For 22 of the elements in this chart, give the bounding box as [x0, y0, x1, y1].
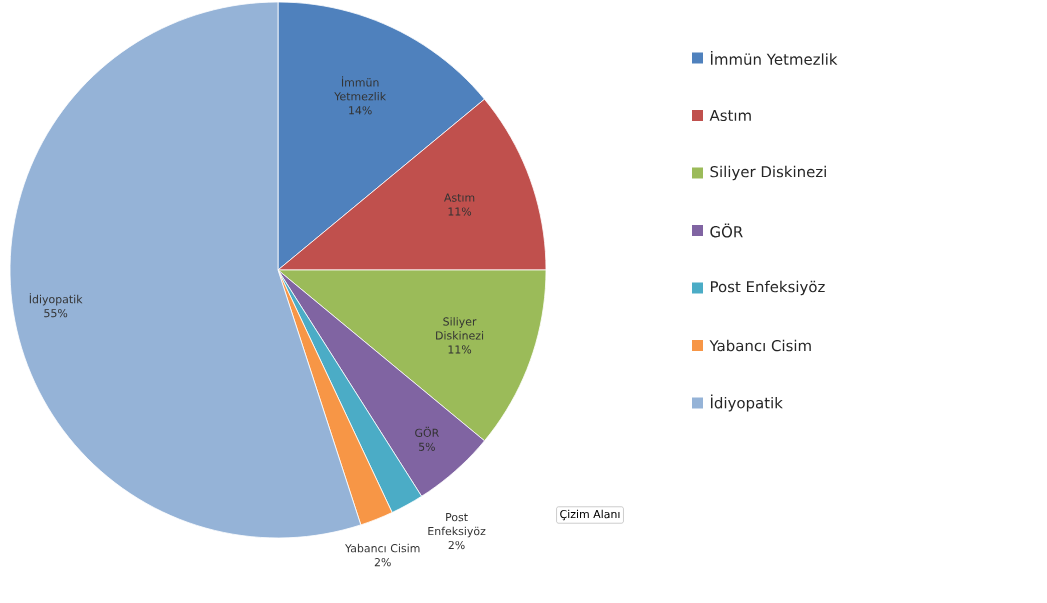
data-label: 11%: [448, 345, 472, 354]
legend-label: Siliyer Diskinezi: [710, 165, 826, 181]
legend-label: İmmün Yetmezlik: [710, 51, 838, 65]
slice-label: Astım: [444, 193, 475, 202]
slice-label: Siliyer Diskinezi: [436, 317, 484, 340]
data-label: 5%: [419, 442, 435, 451]
slice-label: Post Enfeksiyöz: [428, 513, 486, 538]
slice-label: GÖR: [415, 426, 439, 437]
data-label: 55%: [44, 308, 68, 318]
legend-label: Astım: [709, 109, 751, 122]
data-label: 11%: [448, 207, 472, 216]
slice-label: İmmün Yetmezlik: [334, 76, 387, 101]
legend-label: GÖR: [710, 223, 743, 238]
legend-label: Post Enfeksiyöz: [710, 280, 825, 296]
legend-label: İdiyopatik: [710, 394, 783, 412]
slice-label: İdiyopatik: [29, 293, 83, 306]
slice-label: Yabancı Cisim: [345, 543, 420, 553]
data-label: 14%: [349, 106, 372, 115]
data-label: 2%: [448, 540, 465, 550]
data-label: 2%: [374, 558, 391, 567]
legend-label: Yabancı Cisim: [709, 339, 811, 352]
text: Çizim Alanı: [560, 509, 620, 521]
